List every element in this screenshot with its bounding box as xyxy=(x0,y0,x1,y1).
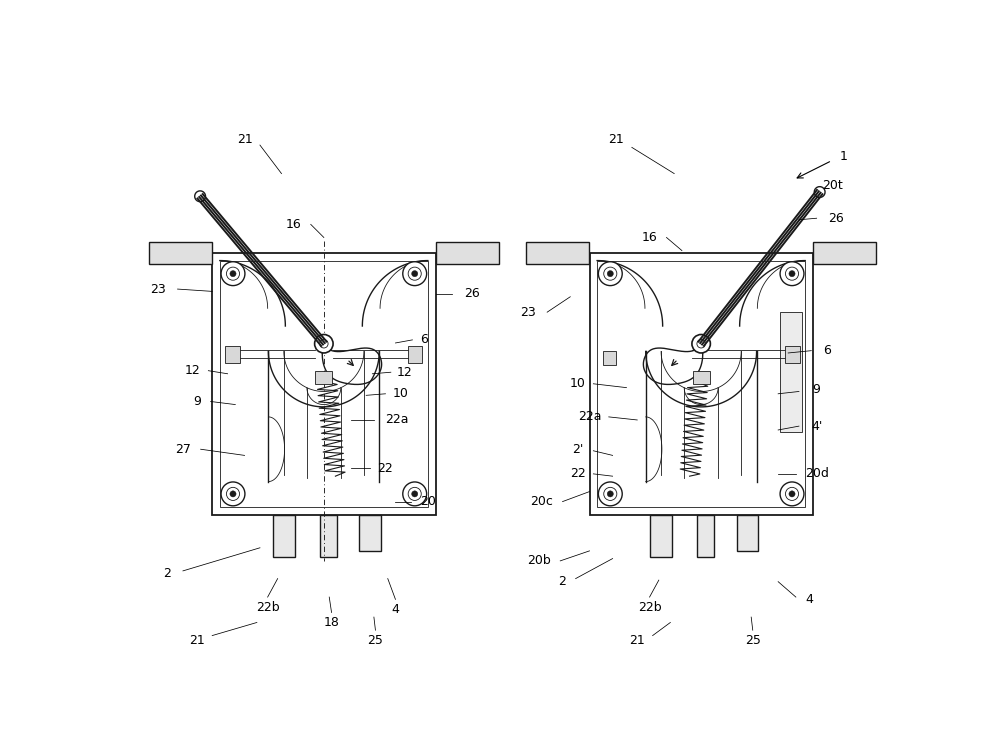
Text: 20b: 20b xyxy=(528,554,551,568)
Text: 20c: 20c xyxy=(530,495,553,508)
Bar xyxy=(785,346,800,363)
Circle shape xyxy=(780,261,804,285)
Text: 20d: 20d xyxy=(805,468,829,480)
Bar xyxy=(149,242,212,264)
Text: 27: 27 xyxy=(175,443,191,456)
Text: 26: 26 xyxy=(828,211,844,225)
Bar xyxy=(697,515,714,557)
Text: 20t: 20t xyxy=(822,179,842,193)
Circle shape xyxy=(607,491,613,497)
Text: 21: 21 xyxy=(609,133,624,146)
Text: 20: 20 xyxy=(420,495,436,508)
Circle shape xyxy=(221,482,245,506)
Circle shape xyxy=(604,487,617,500)
Circle shape xyxy=(785,267,799,280)
Text: 2': 2' xyxy=(572,443,584,456)
Circle shape xyxy=(320,339,328,348)
Bar xyxy=(315,371,332,384)
Bar xyxy=(320,515,337,557)
Text: 25: 25 xyxy=(368,633,383,647)
Text: 10: 10 xyxy=(393,387,409,400)
Bar xyxy=(408,346,422,363)
Circle shape xyxy=(697,339,705,348)
Circle shape xyxy=(412,491,418,497)
Circle shape xyxy=(226,267,240,280)
Text: 16: 16 xyxy=(285,218,301,231)
Text: 23: 23 xyxy=(150,282,166,296)
Circle shape xyxy=(230,270,236,276)
Text: 22b: 22b xyxy=(256,601,279,613)
Circle shape xyxy=(412,270,418,276)
Circle shape xyxy=(408,487,421,500)
Text: 4: 4 xyxy=(392,603,399,616)
Circle shape xyxy=(780,482,804,506)
Text: 22: 22 xyxy=(570,468,586,480)
Circle shape xyxy=(403,482,427,506)
Bar xyxy=(359,515,381,551)
Text: 26: 26 xyxy=(465,287,480,300)
Circle shape xyxy=(598,482,622,506)
Text: 6: 6 xyxy=(420,333,428,347)
Text: 16: 16 xyxy=(642,231,657,244)
Text: 10: 10 xyxy=(570,377,586,390)
Text: 2: 2 xyxy=(559,575,566,588)
Text: 22a: 22a xyxy=(578,410,601,424)
Text: 9: 9 xyxy=(193,395,201,408)
Text: 22a: 22a xyxy=(385,414,409,427)
Circle shape xyxy=(604,267,617,280)
Bar xyxy=(273,515,295,557)
Bar xyxy=(436,242,499,264)
Text: 18: 18 xyxy=(324,616,339,629)
Text: 4': 4' xyxy=(811,420,822,433)
Bar xyxy=(693,371,710,384)
Bar xyxy=(225,346,240,363)
Text: 25: 25 xyxy=(745,633,761,647)
Text: 22: 22 xyxy=(378,462,393,475)
Text: 4: 4 xyxy=(805,593,813,606)
Circle shape xyxy=(692,335,710,353)
Circle shape xyxy=(230,491,236,497)
Text: 6: 6 xyxy=(823,344,831,357)
Circle shape xyxy=(785,487,799,500)
Text: 21: 21 xyxy=(629,633,645,647)
Text: 12: 12 xyxy=(397,366,413,379)
Text: 22b: 22b xyxy=(638,601,661,613)
Text: 21: 21 xyxy=(237,133,252,146)
Text: 2: 2 xyxy=(164,568,171,580)
Text: 12: 12 xyxy=(185,365,201,377)
Bar xyxy=(813,242,876,264)
Bar xyxy=(737,515,758,551)
Bar xyxy=(590,253,813,515)
Bar xyxy=(597,261,805,507)
Circle shape xyxy=(221,261,245,285)
Bar xyxy=(780,312,802,432)
Bar xyxy=(220,261,428,507)
Text: 9: 9 xyxy=(813,382,821,396)
Circle shape xyxy=(403,261,427,285)
Bar xyxy=(603,351,616,365)
Circle shape xyxy=(789,270,795,276)
Circle shape xyxy=(789,491,795,497)
Circle shape xyxy=(607,270,613,276)
Circle shape xyxy=(408,267,421,280)
Circle shape xyxy=(315,335,333,353)
Bar xyxy=(650,515,672,557)
Text: 1: 1 xyxy=(840,150,848,163)
Circle shape xyxy=(598,261,622,285)
Text: 23: 23 xyxy=(520,306,536,319)
Text: 21: 21 xyxy=(189,633,205,647)
Circle shape xyxy=(226,487,240,500)
Bar xyxy=(212,253,436,515)
Bar xyxy=(526,242,589,264)
